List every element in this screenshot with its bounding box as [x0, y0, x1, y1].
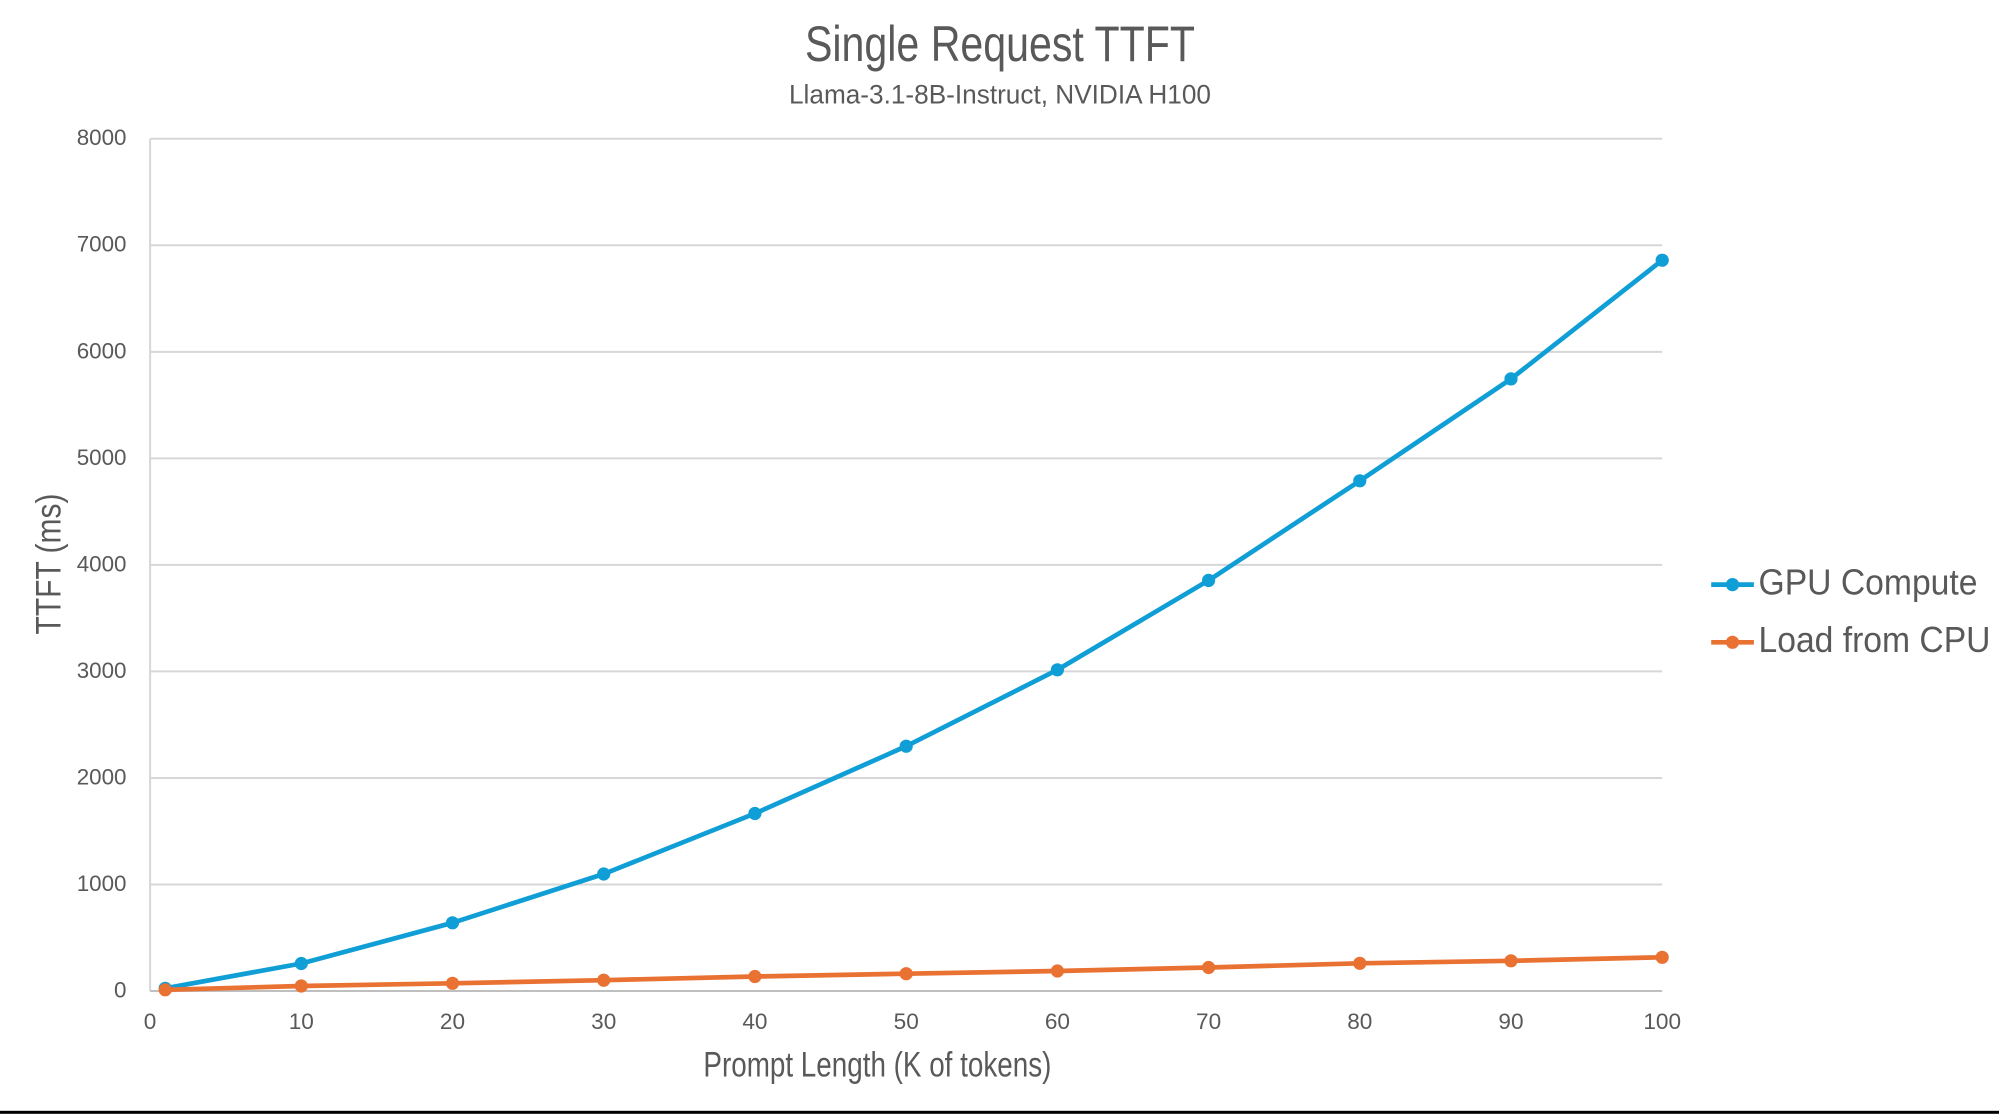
svg-text:30: 30	[591, 1009, 616, 1034]
svg-text:2000: 2000	[77, 764, 127, 789]
svg-text:8000: 8000	[77, 125, 127, 150]
svg-text:1000: 1000	[77, 871, 127, 896]
svg-text:10: 10	[289, 1009, 314, 1034]
svg-text:40: 40	[742, 1009, 767, 1034]
svg-text:6000: 6000	[77, 338, 127, 363]
svg-text:50: 50	[894, 1009, 919, 1034]
svg-text:20: 20	[440, 1009, 465, 1034]
svg-text:5000: 5000	[77, 445, 127, 470]
svg-text:Load from CPU: Load from CPU	[1759, 620, 1991, 660]
svg-text:100: 100	[1643, 1009, 1681, 1034]
svg-text:Prompt Length (K of tokens): Prompt Length (K of tokens)	[703, 1045, 1051, 1085]
svg-text:Llama-3.1-8B-Instruct, NVIDIA: Llama-3.1-8B-Instruct, NVIDIA H100	[789, 79, 1211, 109]
svg-text:0: 0	[144, 1009, 157, 1034]
svg-text:TTFT (ms): TTFT (ms)	[29, 494, 69, 635]
svg-text:70: 70	[1196, 1009, 1221, 1034]
svg-text:Single Request TTFT: Single Request TTFT	[805, 16, 1195, 72]
svg-text:0: 0	[114, 977, 126, 1002]
svg-text:90: 90	[1498, 1009, 1523, 1034]
svg-text:80: 80	[1347, 1009, 1372, 1034]
svg-text:60: 60	[1045, 1009, 1070, 1034]
svg-text:GPU Compute: GPU Compute	[1759, 562, 1978, 602]
svg-text:4000: 4000	[77, 551, 127, 576]
svg-text:3000: 3000	[77, 658, 127, 683]
svg-text:7000: 7000	[77, 232, 127, 257]
